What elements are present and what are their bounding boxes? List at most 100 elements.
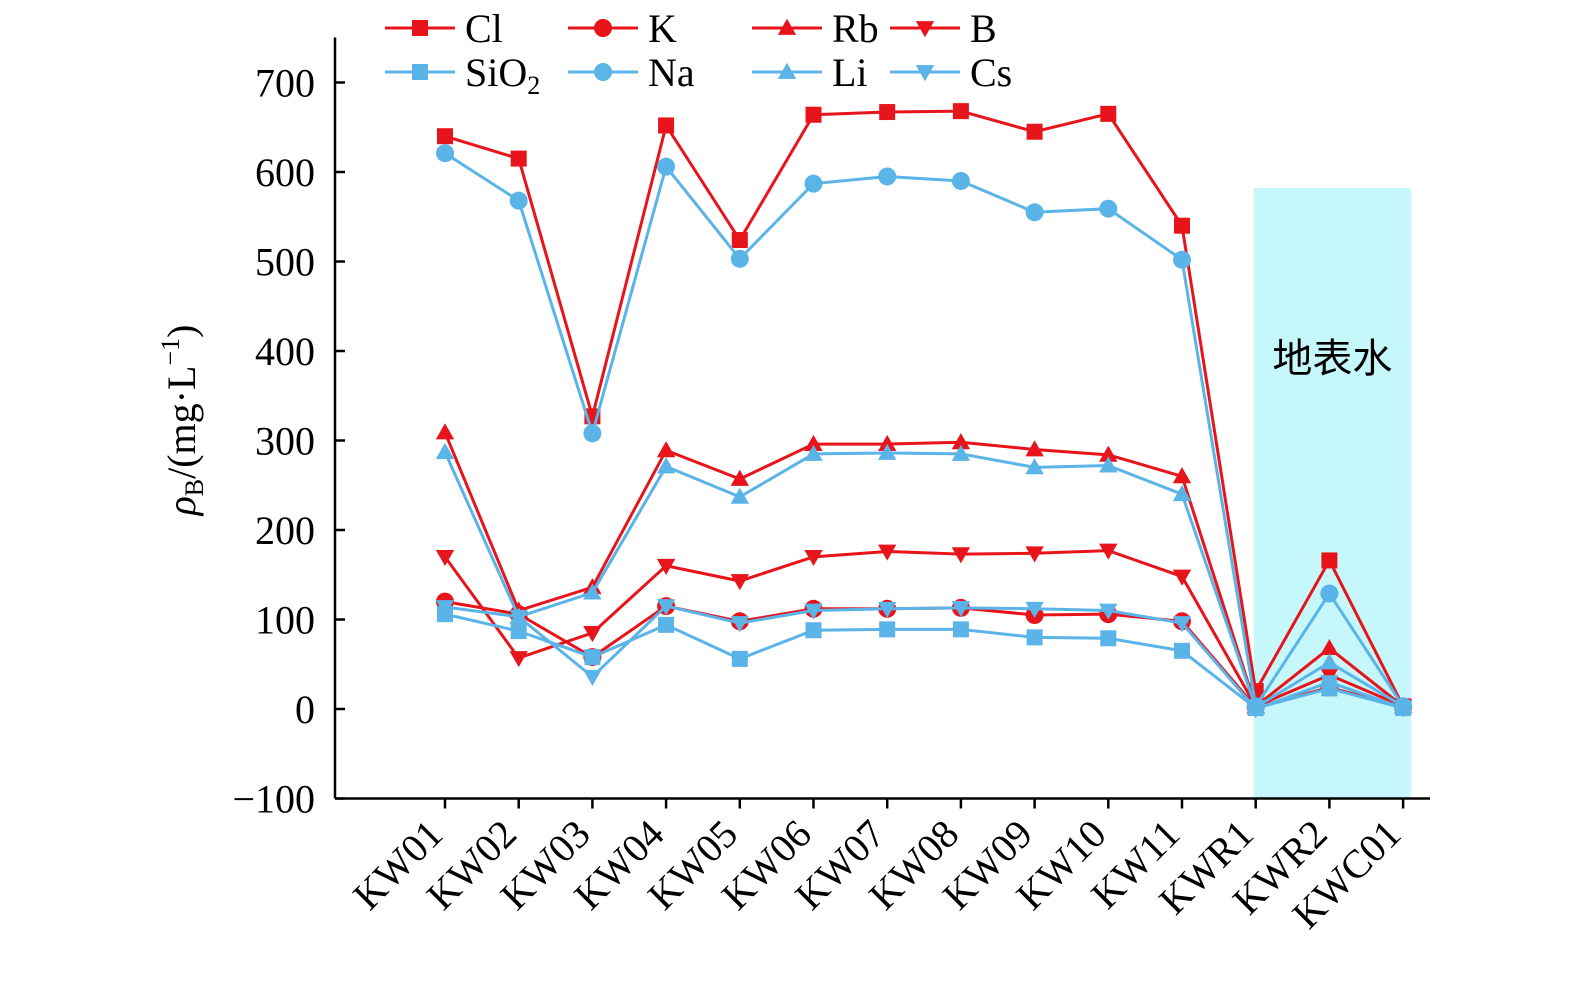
data-point-sio2 [952,621,969,638]
y-axis-title: ρB/(mg·L−1) [156,325,209,518]
legend-label: K [648,6,677,51]
data-point-sio2 [879,621,896,638]
y-axis-title-rho: ρ [159,496,204,517]
data-point-cs [583,669,602,686]
legend-marker [412,64,428,80]
legend-marker [777,18,797,35]
data-point-rb [656,441,676,458]
y-tick-label: 300 [255,419,315,464]
data-point-na [878,167,897,186]
data-point-cl [510,150,527,167]
data-point-cs [509,609,528,627]
legend-marker [594,63,612,81]
data-point-cs [878,601,897,618]
data-point-rb [1172,467,1192,484]
data-point-na [951,171,970,190]
data-point-b [730,574,749,591]
data-point-rb [1099,445,1118,462]
series-group [435,103,1413,719]
series-line-li [443,451,1404,710]
data-point-li [656,457,676,474]
data-point-li [1025,458,1044,475]
data-point-li [1172,485,1192,502]
series-line-cl [444,109,1405,707]
data-point-li [878,443,897,460]
data-point-b [878,544,897,561]
data-point-sio2 [731,650,748,667]
data-point-b [951,547,971,564]
data-point-li [583,583,602,600]
data-point-cs [1172,616,1192,633]
x-ticks: KW01KW02KW03KW04KW05KW06KW07KW08KW09KW10… [344,798,1409,937]
y-tick-label: 600 [255,150,315,195]
data-point-rb [878,434,897,451]
legend-label: Li [832,50,868,95]
data-point-sio2 [510,623,527,640]
data-point-cl [879,104,896,121]
series-line-b [443,549,1404,709]
data-point-b [583,626,602,643]
legend: Cl K Rb B SiO2 Na Li Cs [385,6,1012,100]
data-point-sio2 [1026,629,1043,646]
data-point-cl [658,117,675,134]
legend-item-na: Na [568,50,695,95]
data-point-b [1025,546,1044,563]
data-point-li [951,444,971,461]
data-point-rb [1320,638,1339,656]
data-point-cs [656,599,676,616]
y-axis-title-sub: B [180,479,209,496]
legend-label: Cs [970,50,1012,95]
data-point-cl [1100,105,1117,122]
data-point-cs [1099,603,1118,620]
legend-label: Na [648,50,695,95]
y-tick-label: 400 [255,329,315,374]
data-point-na [730,249,749,268]
y-axis-title-sup: −1 [156,338,185,366]
data-point-cs [1320,675,1339,692]
data-point-li [730,487,749,504]
data-point-li [804,444,823,461]
data-point-cl [1026,123,1043,140]
data-point-cl [1321,552,1338,569]
legend-item-cs: Cs [890,50,1012,95]
data-point-rb [1025,440,1044,457]
data-point-cs [1025,601,1044,618]
data-point-sio2 [1100,630,1117,647]
data-point-sio2 [658,616,675,633]
data-point-b [1172,569,1192,586]
data-point-cs [1246,702,1265,719]
data-point-cl [731,232,748,249]
data-point-na [1025,203,1044,222]
data-point-na [657,157,676,176]
y-tick-label: 0 [295,687,315,732]
highlight-region: 地表水 [1253,188,1412,799]
legend-marker [915,65,935,82]
legend-marker [412,20,428,36]
legend-item-cl: Cl [385,6,503,51]
data-point-b [804,549,823,567]
data-point-na [1320,584,1339,603]
y-tick-label: −100 [232,777,315,822]
series-line-na [444,151,1405,711]
data-point-cl [437,128,453,145]
y-tick-label: 700 [255,61,315,106]
data-point-b [656,558,676,575]
data-point-sio2 [584,649,601,666]
legend-marker [915,21,935,38]
data-point-rb [730,469,749,486]
data-point-na [804,174,823,193]
series-cs [435,599,1413,719]
data-point-cs [730,616,749,633]
data-point-na [583,424,602,443]
legend-label: Cl [465,6,503,51]
y-axis-title-main: /(mg·L [159,366,204,479]
series-na [436,144,1413,716]
data-point-cs [804,603,823,620]
series-line-cs [444,604,1404,711]
data-point-b [435,549,455,567]
data-point-na [1173,250,1191,269]
y-tick-label: 200 [255,508,315,553]
y-tick-label: 100 [255,598,315,643]
legend-item-li: Li [752,50,868,95]
